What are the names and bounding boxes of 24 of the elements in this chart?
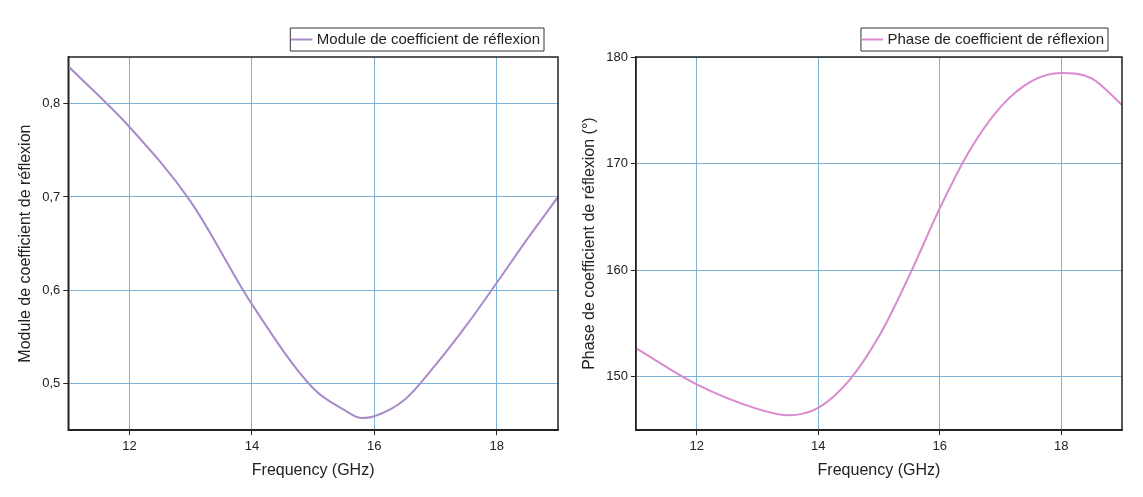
y-tick-label: 150 bbox=[606, 368, 628, 384]
y-tick-label: 0,7 bbox=[42, 188, 61, 204]
legend-label: Module de coefficient de réflexion bbox=[316, 29, 540, 47]
legend-label: Phase de coefficient de réflexion bbox=[887, 29, 1105, 47]
x-tick-label: 14 bbox=[810, 437, 826, 453]
y-axis-title: Phase de coefficient de réflexion (°) bbox=[580, 117, 598, 370]
y-tick-label: 0,8 bbox=[42, 95, 61, 111]
x-tick-label: 18 bbox=[1054, 437, 1069, 453]
y-tick-label: 0,6 bbox=[42, 281, 61, 297]
x-tick-label: 18 bbox=[489, 437, 505, 453]
x-tick-label: 12 bbox=[689, 437, 704, 453]
y-tick-label: 160 bbox=[606, 261, 628, 277]
y-tick-label: 170 bbox=[606, 155, 628, 171]
x-axis-title: Frequency (GHz) bbox=[817, 460, 941, 478]
line-series bbox=[68, 65, 558, 420]
line-series bbox=[635, 71, 1122, 417]
x-tick-label: 16 bbox=[367, 437, 382, 453]
x-tick-label: 16 bbox=[932, 437, 947, 453]
y-tick-label: 0,5 bbox=[42, 375, 61, 391]
y-tick-label: 180 bbox=[606, 48, 628, 64]
x-tick-label: 12 bbox=[122, 437, 137, 453]
x-tick-label: 14 bbox=[244, 437, 260, 453]
y-axis-title: Module de coefficient de réflexion bbox=[16, 124, 34, 363]
x-axis-title: Frequency (GHz) bbox=[251, 460, 375, 478]
